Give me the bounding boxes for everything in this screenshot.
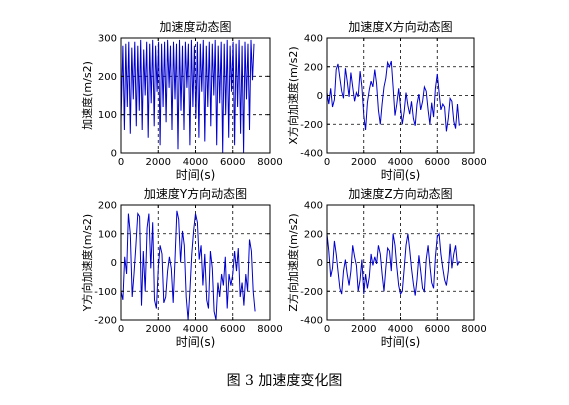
y-tick-label: 0 xyxy=(317,91,323,102)
chart-title: 加速度Y方向动态图 xyxy=(144,186,247,201)
y-axis-label: Z方向加速度(m/s2) xyxy=(286,213,300,311)
chart-title: 加速度动态图 xyxy=(159,19,231,34)
y-tick-label: -200 xyxy=(300,287,323,298)
y-tick-label: 200 xyxy=(98,201,117,212)
x-tick-label: 8000 xyxy=(257,157,282,168)
x-axis-label: 时间(s) xyxy=(176,168,216,182)
y-tick-label: -400 xyxy=(300,316,323,327)
chart-title: 加速度Z方向动态图 xyxy=(348,186,452,201)
figure-caption: 图 3 加速度变化图 xyxy=(226,373,343,389)
series-line-1 xyxy=(120,210,256,321)
y-tick-label: 200 xyxy=(304,62,323,73)
x-tick-label: 6000 xyxy=(425,324,450,335)
chart-panel-3: 0 2000 4000 6000 8000 -200 -100 0 100 200 加速度Y方向动态… xyxy=(80,186,283,349)
x-tick-label: 4000 xyxy=(183,324,208,335)
x-axis-label: 时间(s) xyxy=(176,335,216,349)
y-tick-label: -200 xyxy=(94,316,117,327)
y-axis-label: Y方向加速度(m/s2) xyxy=(80,214,94,312)
y-tick-label: 0 xyxy=(111,149,117,160)
y-tick-label: 400 xyxy=(304,34,323,45)
x-tick-label: 8000 xyxy=(257,324,282,335)
y-tick-label: 200 xyxy=(304,229,323,240)
x-tick-label: 8000 xyxy=(461,157,486,168)
y-tick-label: -400 xyxy=(300,149,323,160)
y-tick-label: 0 xyxy=(111,258,117,269)
y-tick-label: 0 xyxy=(317,258,323,269)
y-tick-label: 300 xyxy=(98,34,117,45)
x-axis-label: 时间(s) xyxy=(381,335,421,349)
x-tick-label: 4000 xyxy=(388,157,413,168)
y-tick-label: 100 xyxy=(98,229,117,240)
x-tick-label: 2000 xyxy=(146,324,171,335)
series-line-1 xyxy=(326,232,460,296)
y-tick-label: -200 xyxy=(300,120,323,131)
series-line-1 xyxy=(120,39,255,154)
chart-title: 加速度X方向动态图 xyxy=(348,19,452,34)
x-tick-label: 6000 xyxy=(220,157,245,168)
y-axis-label: 加速度(m/s2) xyxy=(80,61,94,130)
x-axis-label: 时间(s) xyxy=(381,168,421,182)
y-tick-label: 200 xyxy=(98,72,117,83)
x-tick-label: 8000 xyxy=(461,324,486,335)
x-tick-label: 0 xyxy=(324,324,330,335)
x-tick-label: 2000 xyxy=(351,157,376,168)
x-tick-label: 0 xyxy=(118,157,124,168)
series-line-1 xyxy=(326,60,460,132)
y-tick-label: 100 xyxy=(98,110,117,121)
x-tick-label: 4000 xyxy=(388,324,413,335)
x-tick-label: 4000 xyxy=(183,157,208,168)
y-axis-label: X方向加速度(m/s2) xyxy=(286,46,300,144)
x-tick-label: 0 xyxy=(118,324,124,335)
chart-panel-4: 0 2000 4000 6000 8000 -400 -200 0 200 400 加速度Z方向动态… xyxy=(286,186,487,349)
x-tick-label: 2000 xyxy=(351,324,376,335)
y-tick-label: -100 xyxy=(94,287,117,298)
x-tick-label: 6000 xyxy=(220,324,245,335)
y-tick-label: 400 xyxy=(304,201,323,212)
x-tick-label: 2000 xyxy=(146,157,171,168)
x-tick-label: 0 xyxy=(324,157,330,168)
chart-panel-2: 0 2000 4000 6000 8000 -400 -200 0 200 400 加速度X方向动态… xyxy=(286,19,487,182)
x-tick-label: 6000 xyxy=(425,157,450,168)
